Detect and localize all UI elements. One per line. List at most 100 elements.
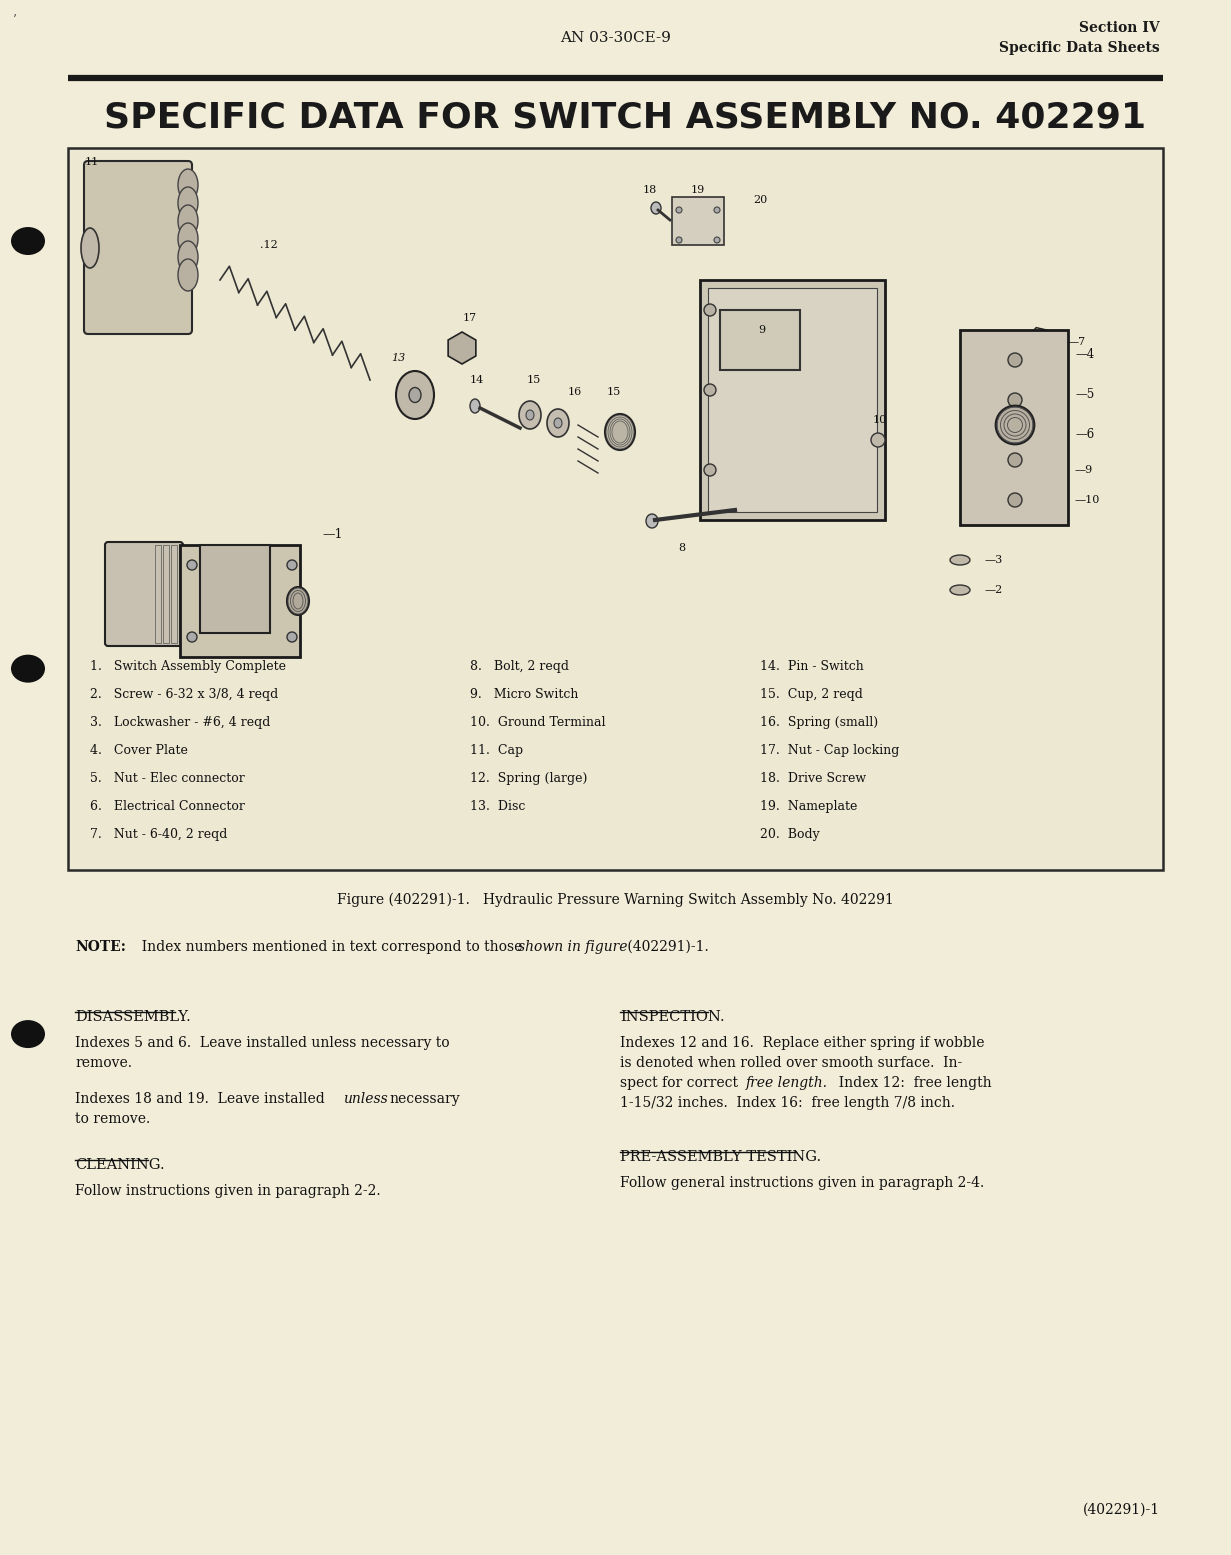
Ellipse shape <box>187 560 197 571</box>
Ellipse shape <box>554 418 563 428</box>
Text: 4.   Cover Plate: 4. Cover Plate <box>90 743 188 757</box>
Ellipse shape <box>287 586 309 614</box>
Text: 18.  Drive Screw: 18. Drive Screw <box>760 771 867 785</box>
Text: 18: 18 <box>643 185 657 194</box>
Bar <box>708 288 876 512</box>
Ellipse shape <box>950 585 970 596</box>
Text: Index 12:  free length: Index 12: free length <box>830 1076 992 1090</box>
Text: INSPECTION.: INSPECTION. <box>620 1011 725 1025</box>
FancyBboxPatch shape <box>105 543 183 645</box>
Text: CLEANING.: CLEANING. <box>75 1158 165 1172</box>
Text: —4: —4 <box>1075 348 1094 361</box>
Bar <box>960 330 1069 526</box>
Text: —3: —3 <box>985 555 1003 564</box>
Text: 12.  Spring (large): 12. Spring (large) <box>470 771 587 785</box>
Text: Indexes 5 and 6.  Leave installed unless necessary to: Indexes 5 and 6. Leave installed unless … <box>75 1036 449 1050</box>
Text: 20: 20 <box>753 194 767 205</box>
Ellipse shape <box>996 406 1034 445</box>
Ellipse shape <box>646 515 659 529</box>
Text: —2: —2 <box>985 585 1003 596</box>
Text: 9.   Micro Switch: 9. Micro Switch <box>470 687 579 701</box>
Ellipse shape <box>178 222 198 255</box>
Ellipse shape <box>676 236 682 243</box>
Text: Section IV: Section IV <box>1080 22 1160 36</box>
Text: 1-15/32 inches.  Index 16:  free length 7/8 inch.: 1-15/32 inches. Index 16: free length 7/… <box>620 1096 955 1110</box>
Ellipse shape <box>872 432 885 446</box>
Bar <box>199 544 270 633</box>
Ellipse shape <box>950 555 970 564</box>
Bar <box>180 544 300 658</box>
Text: —10: —10 <box>1075 494 1101 505</box>
Ellipse shape <box>714 236 720 243</box>
Text: is denoted when rolled over smooth surface.  In-: is denoted when rolled over smooth surfa… <box>620 1056 963 1070</box>
Text: 19.  Nameplate: 19. Nameplate <box>760 799 857 813</box>
Text: shown in figure: shown in figure <box>518 941 628 955</box>
Ellipse shape <box>11 227 46 255</box>
Text: (402291)-1: (402291)-1 <box>1083 1504 1160 1518</box>
Ellipse shape <box>409 387 421 403</box>
Text: 13: 13 <box>391 353 405 362</box>
Ellipse shape <box>81 229 98 267</box>
Text: 10.  Ground Terminal: 10. Ground Terminal <box>470 715 606 729</box>
Bar <box>700 280 885 519</box>
Ellipse shape <box>178 241 198 274</box>
FancyBboxPatch shape <box>84 162 192 334</box>
Text: necessary: necessary <box>389 1092 459 1106</box>
Text: Follow instructions given in paragraph 2-2.: Follow instructions given in paragraph 2… <box>75 1183 380 1197</box>
Text: 9: 9 <box>758 325 766 334</box>
Text: AN 03-30CE-9: AN 03-30CE-9 <box>560 31 671 45</box>
Text: 16.  Spring (small): 16. Spring (small) <box>760 715 878 729</box>
Bar <box>162 544 169 644</box>
Text: 6.   Electrical Connector: 6. Electrical Connector <box>90 799 245 813</box>
Ellipse shape <box>11 655 46 683</box>
Bar <box>187 544 193 644</box>
Text: —1: —1 <box>323 529 342 541</box>
Text: 15.  Cup, 2 reqd: 15. Cup, 2 reqd <box>760 687 863 701</box>
Bar <box>155 544 161 644</box>
Text: DISASSEMBLY.: DISASSEMBLY. <box>75 1011 191 1025</box>
Text: 17.  Nut - Cap locking: 17. Nut - Cap locking <box>760 743 900 757</box>
Ellipse shape <box>676 207 682 213</box>
Text: 11: 11 <box>85 157 100 166</box>
Text: 7.   Nut - 6-40, 2 reqd: 7. Nut - 6-40, 2 reqd <box>90 827 228 841</box>
Ellipse shape <box>519 401 540 429</box>
Ellipse shape <box>526 411 534 420</box>
Ellipse shape <box>1008 393 1022 407</box>
Text: (402291)-1.: (402291)-1. <box>623 941 709 955</box>
Ellipse shape <box>470 400 480 414</box>
Ellipse shape <box>704 303 716 316</box>
Ellipse shape <box>396 372 435 418</box>
Bar <box>171 544 177 644</box>
Text: unless: unless <box>343 1092 388 1106</box>
Text: 3.   Lockwasher - #6, 4 reqd: 3. Lockwasher - #6, 4 reqd <box>90 715 271 729</box>
Text: spect for correct: spect for correct <box>620 1076 739 1090</box>
Text: NOTE:: NOTE: <box>75 941 126 955</box>
Text: 11.  Cap: 11. Cap <box>470 743 523 757</box>
Ellipse shape <box>604 414 635 449</box>
Text: 1.   Switch Assembly Complete: 1. Switch Assembly Complete <box>90 659 286 673</box>
Text: —5: —5 <box>1075 389 1094 401</box>
Ellipse shape <box>287 631 297 642</box>
Text: SPECIFIC DATA FOR SWITCH ASSEMBLY NO. 402291: SPECIFIC DATA FOR SWITCH ASSEMBLY NO. 40… <box>105 101 1146 135</box>
Text: 8: 8 <box>678 543 686 554</box>
Ellipse shape <box>714 207 720 213</box>
Text: 14: 14 <box>470 375 484 386</box>
Ellipse shape <box>178 260 198 291</box>
Text: Indexes 12 and 16.  Replace either spring if wobble: Indexes 12 and 16. Replace either spring… <box>620 1036 985 1050</box>
Text: 15: 15 <box>607 387 622 397</box>
Ellipse shape <box>704 463 716 476</box>
Text: 2.   Screw - 6-32 x 3/8, 4 reqd: 2. Screw - 6-32 x 3/8, 4 reqd <box>90 687 278 701</box>
Bar <box>720 309 800 370</box>
Text: 16: 16 <box>567 387 582 397</box>
Text: Figure (402291)-1.   Hydraulic Pressure Warning Switch Assembly No. 402291: Figure (402291)-1. Hydraulic Pressure Wa… <box>337 893 894 907</box>
Text: ’: ’ <box>12 14 16 26</box>
Text: Follow general instructions given in paragraph 2-4.: Follow general instructions given in par… <box>620 1176 985 1190</box>
Ellipse shape <box>547 409 569 437</box>
Text: —9: —9 <box>1075 465 1093 474</box>
Text: 19: 19 <box>691 185 705 194</box>
Text: Specific Data Sheets: Specific Data Sheets <box>1000 40 1160 54</box>
Ellipse shape <box>651 202 661 215</box>
Ellipse shape <box>1008 493 1022 507</box>
Ellipse shape <box>178 187 198 219</box>
Ellipse shape <box>178 205 198 236</box>
